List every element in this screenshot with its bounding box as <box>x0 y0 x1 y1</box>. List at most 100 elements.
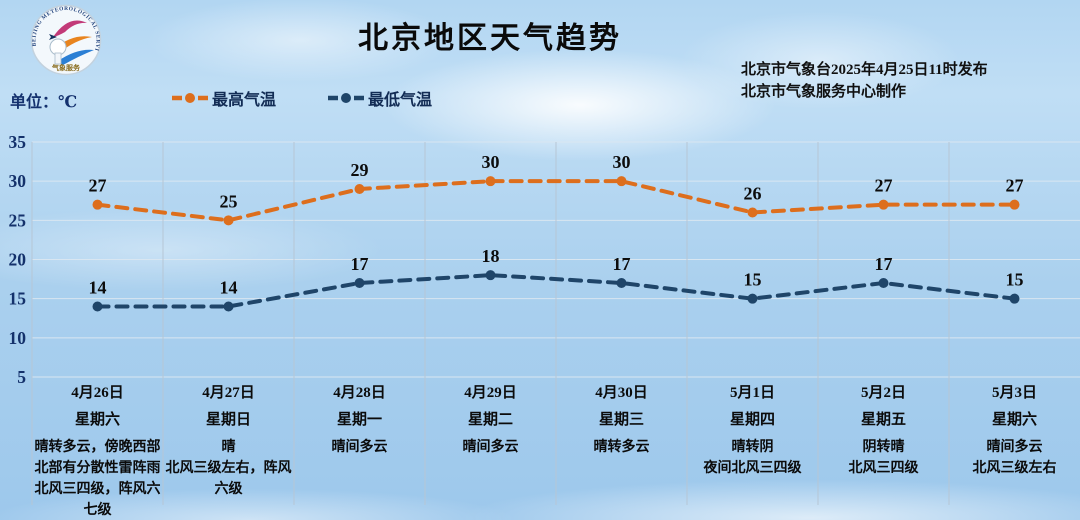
legend-marker-low-icon <box>328 93 365 103</box>
value-label: 18 <box>482 246 500 266</box>
value-label: 29 <box>351 160 369 180</box>
logo-swoosh-blue <box>58 49 94 65</box>
weekday-label: 星期一 <box>336 412 382 428</box>
weather-text: 晴间多云 <box>986 440 1043 455</box>
legend-dot <box>185 93 195 103</box>
chart-legend: 最高气温 最低气温 <box>172 86 432 110</box>
beijing-meteorological-service-logo: BEIJING METEOROLOGICAL SERVICE 气象服务 <box>27 4 102 76</box>
weather-text: 北风三四级 <box>848 461 919 476</box>
date-label: 4月27日 <box>202 385 255 401</box>
legend-dot <box>341 93 352 103</box>
day-column: 5月1日星期四晴转阴夜间北风三四级 <box>687 383 818 479</box>
value-label: 26 <box>744 184 762 204</box>
data-point <box>1009 199 1020 210</box>
issue-line-1: 北京市气象台2025年4月25日11时发布 <box>741 62 988 78</box>
weekday-label: 星期六 <box>991 412 1037 428</box>
value-label: 30 <box>482 152 500 172</box>
weather-text: 夜间北风三四级 <box>703 461 802 476</box>
data-point <box>747 207 758 218</box>
data-point <box>92 199 103 210</box>
weather-text: 晴间多云 <box>331 440 388 455</box>
date-label: 4月30日 <box>595 385 648 401</box>
weather-text: 晴间多云 <box>462 440 519 455</box>
data-point <box>878 278 889 288</box>
y-tick-label: 5 <box>17 367 26 387</box>
y-tick-label: 35 <box>9 132 27 152</box>
day-column: 5月3日星期六晴间多云北风三级左右 <box>949 383 1080 479</box>
data-point <box>747 293 758 304</box>
data-point <box>485 176 496 187</box>
weekday-label: 星期五 <box>860 412 906 428</box>
date-label: 4月28日 <box>333 385 386 401</box>
weather-text: 北风三级左右 <box>972 461 1057 476</box>
weekday-label: 星期三 <box>598 412 644 428</box>
issue-info: 北京市气象台2025年4月25日11时发布 北京市气象服务中心制作 <box>741 59 988 103</box>
date-label: 4月26日 <box>71 385 124 401</box>
weather-text: 晴 <box>221 440 236 455</box>
value-label: 15 <box>1006 270 1024 290</box>
day-column: 5月2日星期五阴转晴北风三四级 <box>818 383 949 479</box>
day-column: 4月29日星期二晴间多云 <box>425 383 556 458</box>
weather-text: 北风三四级，阵风六七级 <box>34 482 161 518</box>
data-point <box>616 176 627 187</box>
date-label: 5月1日 <box>729 385 775 401</box>
logo-radar-tower <box>54 52 62 65</box>
weekday-label: 星期六 <box>74 412 120 428</box>
value-label: 27 <box>875 176 893 196</box>
weather-text: 北风三级左右，阵风六级 <box>165 461 292 497</box>
legend-item-high: 最高气温 <box>172 86 276 110</box>
day-columns: 4月26日 星期六 晴转多云，傍晚西部北部有分散性雷阵雨 北风三四级，阵风六七级 4月2… <box>32 383 1080 520</box>
logo-swoosh-crimson <box>53 20 87 37</box>
legend-label-high: 最高气温 <box>212 92 277 109</box>
high-temp-line <box>95 179 1017 223</box>
weekday-label: 星期四 <box>729 412 775 428</box>
value-label: 17 <box>613 254 631 274</box>
data-point <box>223 215 234 226</box>
weather-text: 晴转阴 <box>731 440 774 455</box>
weather-text: 晴转多云，傍晚西部北部有分散性雷阵雨 <box>34 440 161 476</box>
legend-marker-high-icon <box>172 93 208 103</box>
low-temp-line <box>95 273 1017 309</box>
legend-label-low: 最低气温 <box>368 92 433 109</box>
y-tick-label: 15 <box>9 289 27 309</box>
day-column: 4月30日星期三晴转多云 <box>556 383 687 458</box>
value-label: 27 <box>1006 176 1024 196</box>
day-column: 4月26日星期六晴转多云，傍晚西部北部有分散性雷阵雨 北风三四级，阵风六七级 <box>32 383 163 520</box>
data-point <box>354 278 365 288</box>
y-tick-label: 10 <box>9 328 27 348</box>
data-point <box>616 278 627 288</box>
weather-text: 晴转多云 <box>593 440 650 455</box>
data-point <box>485 270 496 281</box>
value-label: 14 <box>220 278 238 298</box>
logo-bottom-text: 气象服务 <box>51 63 81 72</box>
value-label: 14 <box>89 278 107 298</box>
value-label: 17 <box>875 254 893 274</box>
value-label: 27 <box>89 176 107 196</box>
data-point <box>223 301 234 312</box>
data-point <box>92 301 103 312</box>
weather-text: 阴转晴 <box>862 440 905 455</box>
unit-label: 单位：℃ <box>10 94 78 111</box>
page-title: 北京地区天气趋势 <box>358 22 622 55</box>
value-label: 17 <box>351 254 369 274</box>
date-label: 5月2日 <box>860 385 906 401</box>
issue-line-2: 北京市气象服务中心制作 <box>741 84 907 100</box>
value-label: 30 <box>613 152 631 172</box>
date-label: 5月3日 <box>991 385 1037 401</box>
weekday-label: 星期二 <box>467 412 513 428</box>
logo-arrow <box>49 34 57 40</box>
data-point <box>354 184 365 194</box>
y-tick-label: 25 <box>9 210 27 230</box>
date-label: 4月29日 <box>464 385 517 401</box>
data-point <box>1009 293 1020 304</box>
legend-item-low: 最低气温 <box>328 86 432 110</box>
day-column: 4月28日星期一晴间多云 <box>294 383 425 458</box>
y-tick-label: 30 <box>9 171 27 191</box>
value-label: 25 <box>220 191 238 211</box>
data-point <box>878 199 889 210</box>
value-label: 15 <box>744 270 762 290</box>
day-column: 4月27日 星期日晴北风三级左右，阵风六级 <box>163 383 294 500</box>
y-tick-label: 20 <box>9 250 27 270</box>
